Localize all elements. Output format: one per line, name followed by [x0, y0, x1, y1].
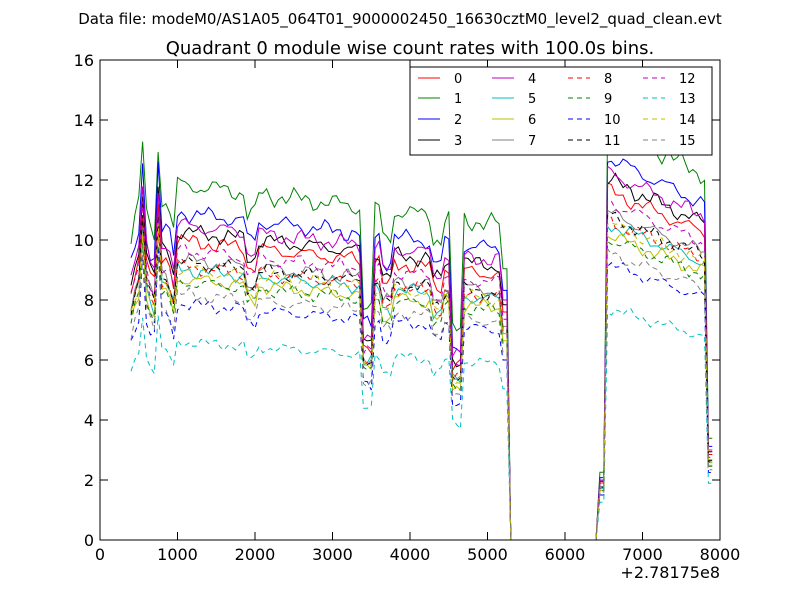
y-tick-label: 6 — [84, 351, 94, 370]
series-line-15 — [130, 247, 713, 540]
y-tick-label: 16 — [74, 51, 94, 70]
x-tick-label: 5000 — [467, 545, 508, 564]
series-line-4 — [130, 165, 713, 540]
series-line-9 — [130, 240, 713, 540]
x-tick-label: 0 — [95, 545, 105, 564]
series-line-8 — [130, 211, 713, 540]
y-tick-label: 10 — [74, 231, 94, 250]
series-line-10 — [130, 249, 713, 540]
legend-label-8: 8 — [604, 72, 612, 87]
legend-label-13: 13 — [679, 92, 696, 107]
x-offset-label: +2.78175e8 — [620, 563, 720, 582]
x-tick-label: 7000 — [622, 545, 663, 564]
legend-label-12: 12 — [679, 72, 696, 87]
x-tick-label: 2000 — [235, 545, 276, 564]
chart-suptitle: Data file: modeM0/AS1A05_064T01_90000024… — [78, 10, 722, 29]
legend-label-10: 10 — [604, 113, 621, 128]
series-line-3 — [130, 172, 713, 540]
legend-label-14: 14 — [679, 113, 696, 128]
series-line-11 — [130, 211, 713, 540]
y-tick-label: 8 — [84, 291, 94, 310]
x-tick-label: 4000 — [390, 545, 431, 564]
y-tick-label: 12 — [74, 171, 94, 190]
y-tick-label: 0 — [84, 531, 94, 550]
legend-label-4: 4 — [528, 72, 536, 87]
series-line-0 — [130, 182, 713, 540]
series-layer — [130, 124, 713, 540]
ticks-layer: 0 1000 2000 3000 4000 5000 6000 7000 80000246810… — [74, 51, 741, 564]
legend-label-15: 15 — [679, 134, 696, 149]
y-tick-label: 4 — [84, 411, 94, 430]
series-line-2 — [130, 158, 713, 540]
x-tick-label: 1000 — [157, 545, 198, 564]
legend-label-1: 1 — [454, 92, 462, 107]
legend-label-9: 9 — [604, 92, 612, 107]
legend-label-2: 2 — [454, 113, 462, 128]
chart-title: Quadrant 0 module wise count rates with … — [166, 38, 655, 59]
x-tick-label: 6000 — [545, 545, 586, 564]
legend-label-6: 6 — [528, 113, 536, 128]
y-tick-label: 14 — [74, 111, 94, 130]
legend-label-3: 3 — [454, 134, 462, 149]
x-tick-label: 3000 — [312, 545, 353, 564]
x-tick-label: 8000 — [700, 545, 741, 564]
series-line-13 — [130, 308, 713, 540]
legend-label-7: 7 — [528, 134, 536, 149]
y-tick-label: 2 — [84, 471, 94, 490]
series-line-12 — [130, 199, 713, 540]
series-line-14 — [130, 222, 713, 540]
legend-label-11: 11 — [604, 134, 621, 149]
series-line-6 — [130, 230, 713, 540]
legend-label-0: 0 — [454, 72, 462, 87]
legend-label-5: 5 — [528, 92, 536, 107]
